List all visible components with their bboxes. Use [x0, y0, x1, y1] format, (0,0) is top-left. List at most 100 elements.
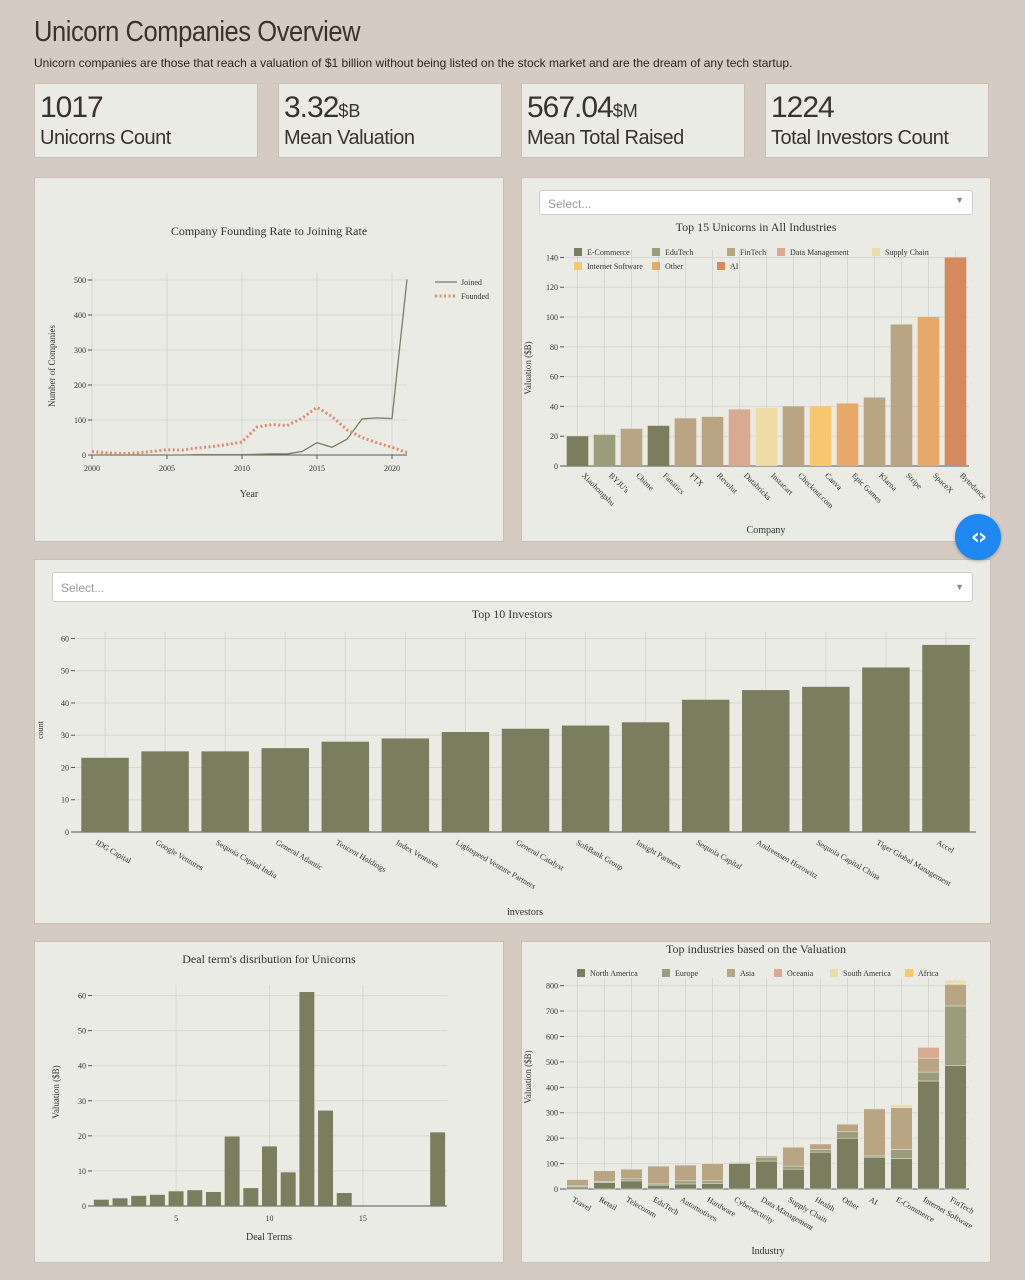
bar — [561, 725, 610, 832]
page-subtitle: Unicorn companies are those that reach a… — [34, 56, 793, 70]
x-axis-title: Industry — [751, 1246, 784, 1257]
y-tick-label: 30 — [61, 731, 69, 740]
bar — [862, 667, 910, 832]
y-tick-label: 200 — [546, 1134, 558, 1143]
kpi-card-mean-total-raised: 567.04$M Mean Total Raised — [521, 83, 745, 158]
bar-segment — [836, 1131, 859, 1139]
code-icon: ‹› — [970, 524, 987, 550]
y-tick-label: 400 — [546, 1083, 558, 1092]
bar-segment — [674, 1183, 697, 1190]
bar — [674, 418, 697, 466]
legend-swatch — [777, 248, 785, 256]
bar-segment — [836, 1123, 859, 1133]
x-tick-label: Sequoia Capital China — [815, 838, 882, 882]
bar-segment — [917, 1071, 940, 1082]
bar-segment — [728, 1162, 751, 1164]
chevron-down-icon[interactable]: ▼ — [955, 195, 964, 205]
bar-segment — [890, 1149, 913, 1159]
y-tick-label: 80 — [550, 343, 558, 352]
x-tick-label: Databricks — [742, 471, 773, 502]
kpi-value: 3.32$B — [284, 91, 361, 124]
bar-segment — [755, 1155, 778, 1158]
y-tick-label: 60 — [78, 992, 86, 1001]
industry-select-placeholder: Select... — [548, 197, 592, 211]
y-tick-label: 50 — [61, 667, 69, 676]
bar-segment — [836, 1123, 859, 1125]
legend-swatch — [717, 262, 725, 270]
x-tick-label: AI — [868, 1195, 880, 1207]
industry-select[interactable]: Select... ▼ — [539, 190, 973, 215]
y-tick-label: 20 — [550, 432, 558, 441]
bar-segment — [809, 1149, 832, 1153]
legend-label: Founded — [461, 292, 489, 301]
x-tick-label: 2015 — [309, 464, 325, 473]
bar-segment — [944, 1065, 967, 1190]
bar — [93, 1199, 109, 1206]
x-axis-title: investors — [507, 907, 543, 918]
kpi-label: Mean Valuation — [284, 127, 415, 149]
code-toggle-button[interactable]: ‹› — [955, 514, 1001, 560]
y-tick-label: 0 — [554, 462, 558, 471]
bar-segment — [917, 1057, 940, 1073]
legend-swatch — [652, 262, 660, 270]
y-tick-label: 800 — [546, 982, 558, 991]
bar — [890, 324, 913, 466]
x-axis-title: Company — [747, 525, 786, 536]
bar-segment — [917, 1080, 940, 1190]
x-tick-label: SoftBank Group — [575, 838, 625, 872]
bar-segment — [620, 1168, 643, 1180]
x-tick-label: Insight Partners — [635, 838, 683, 871]
x-tick-label: 5 — [174, 1214, 178, 1223]
bar — [141, 751, 189, 832]
investor-select[interactable]: Select... ▼ — [52, 572, 973, 602]
x-tick-label: FTX — [688, 471, 705, 488]
x-tick-label: Klarna — [877, 471, 899, 493]
y-tick-label: 100 — [74, 416, 86, 425]
bar — [566, 436, 589, 466]
x-axis-title: Deal Terms — [246, 1232, 292, 1243]
legend-swatch — [727, 969, 735, 977]
bar — [593, 434, 616, 466]
y-tick-label: 10 — [78, 1167, 86, 1176]
chevron-down-icon[interactable]: ▼ — [955, 582, 964, 592]
x-tick-label: General Catalyst — [515, 838, 567, 873]
x-tick-label: Retail — [598, 1195, 620, 1213]
legend-label: North America — [590, 969, 638, 978]
legend-swatch — [774, 969, 782, 977]
founding-rate-chart: 0 100 200 300 400 500 2000 2005 2010 2015 2020 Join… — [47, 224, 489, 500]
legend-swatch — [905, 969, 913, 977]
page-title: Unicorn Companies Overview — [34, 16, 361, 48]
legend-label: South America — [843, 969, 891, 978]
bar — [701, 416, 724, 466]
bar — [430, 1132, 446, 1206]
bar-segment — [566, 1179, 589, 1187]
legend-label: FinTech — [740, 248, 766, 257]
bar-segment — [944, 981, 967, 985]
top-investors-panel: Select... ▼ 0 10 20 30 40 50 60 IDG Capital Goog… — [34, 559, 991, 924]
legend-swatch — [872, 248, 880, 256]
y-tick-label: 0 — [554, 1185, 558, 1194]
bar-segment — [782, 1146, 805, 1167]
chart-title: Top industries based on the Valuation — [666, 942, 846, 956]
bar-segment — [674, 1164, 697, 1182]
bar — [836, 403, 859, 466]
y-tick-label: 30 — [78, 1097, 86, 1106]
bar — [187, 1190, 203, 1206]
x-tick-label: Canva — [823, 471, 844, 492]
kpi-card-total-investors: 1224 Total Investors Count — [765, 83, 989, 158]
y-tick-label: 140 — [546, 253, 558, 262]
bar — [201, 751, 249, 832]
legend-label: EduTech — [665, 248, 693, 257]
legend-label: Internet Software — [587, 262, 643, 271]
founding-rate-panel: 0 100 200 300 400 500 2000 2005 2010 2015 2020 Join… — [34, 177, 504, 542]
bar-segment — [620, 1180, 643, 1190]
bar — [863, 397, 886, 466]
bar — [944, 257, 967, 466]
y-tick-label: 40 — [78, 1062, 86, 1071]
y-tick-label: 50 — [78, 1027, 86, 1036]
kpi-value: 1224 — [771, 91, 835, 124]
bar-segment — [809, 1143, 832, 1150]
bar — [620, 428, 643, 466]
bar-segment — [863, 1108, 886, 1157]
